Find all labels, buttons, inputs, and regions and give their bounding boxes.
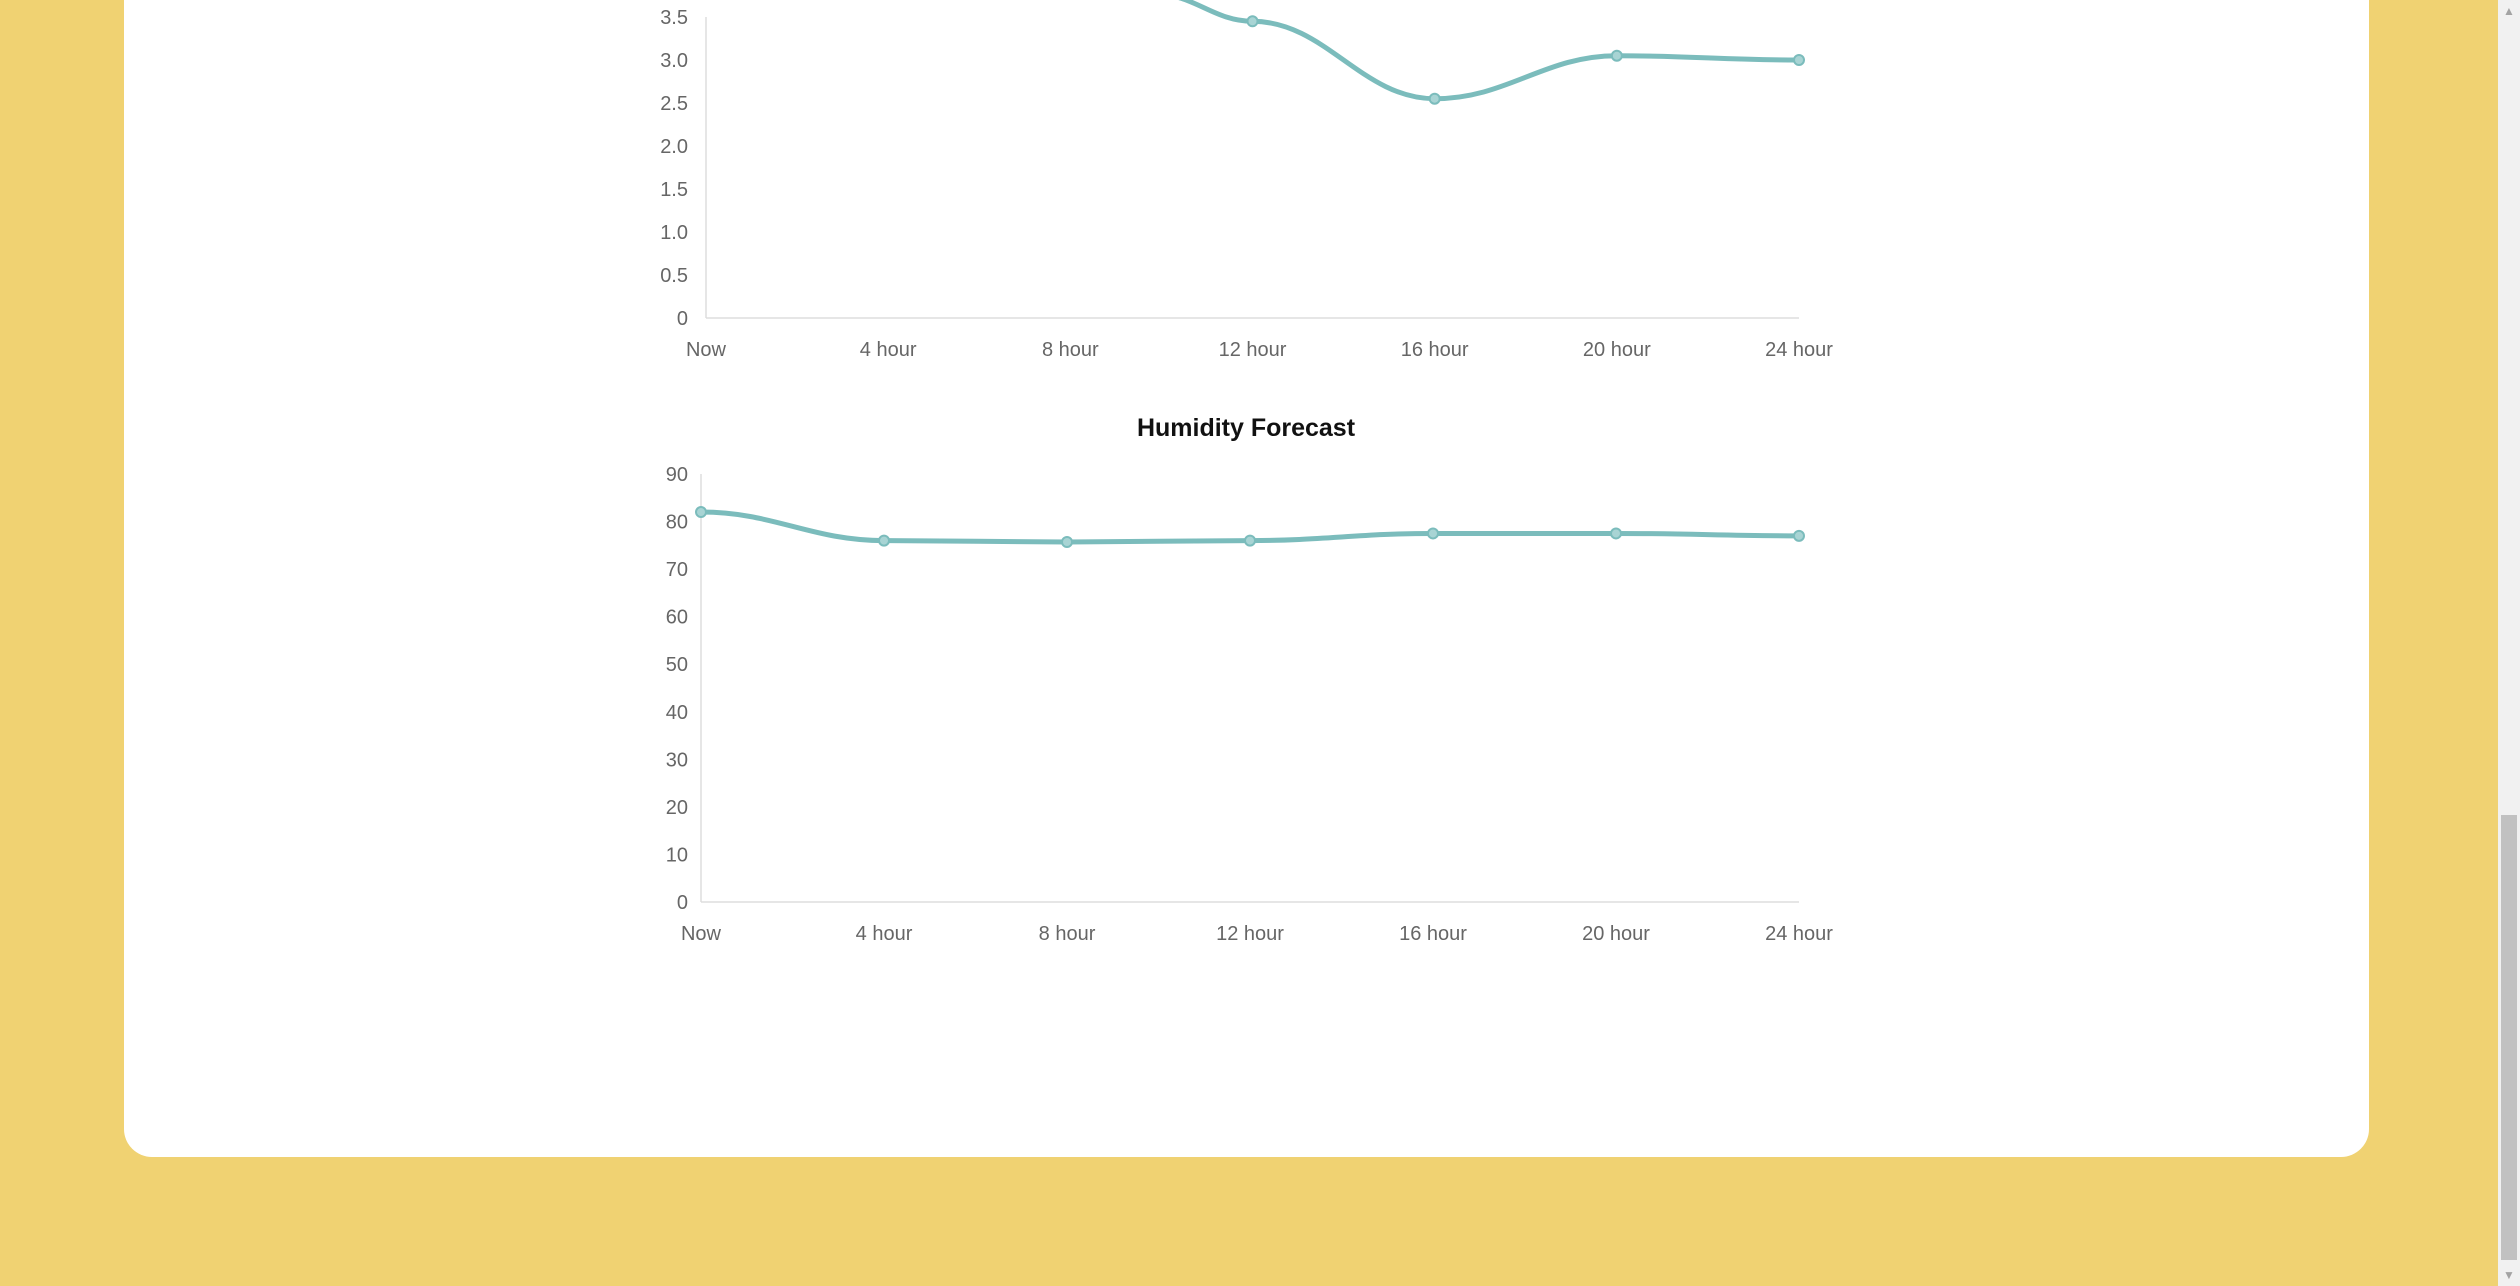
- data-point: [878, 534, 890, 547]
- y-tick-label: 70: [666, 559, 688, 581]
- x-tick-label: 20 hour: [1583, 339, 1651, 361]
- y-tick-label: 30: [666, 749, 688, 771]
- y-tick-label: 40: [666, 702, 688, 724]
- data-point: [1246, 15, 1259, 28]
- y-tick-label: 10: [666, 844, 688, 866]
- y-tick-label: 0: [677, 892, 688, 914]
- series-line: [1177, 0, 1800, 102]
- x-tick-label: Now: [681, 923, 722, 945]
- y-tick-label: 1.0: [660, 222, 688, 244]
- scroll-up-arrow-icon[interactable]: ▲: [2503, 4, 2515, 18]
- wind-forecast-chart: 0 0.5 1.0 1.5 2.0 2.5 3.0 3.5 Now 4 hour 8 hour 12 …: [660, 0, 1833, 361]
- y-tick-label: 0.5: [660, 265, 688, 287]
- chart-title: Humidity Forecast: [1137, 414, 1356, 442]
- y-tick-label: 3.0: [660, 50, 688, 72]
- y-tick-label: 2.0: [660, 136, 688, 158]
- y-tick-label: 80: [666, 512, 688, 534]
- scroll-thumb[interactable]: [2501, 815, 2517, 1260]
- data-point: [1244, 534, 1256, 547]
- y-tick-label: 60: [666, 607, 688, 629]
- x-tick-label: 4 hour: [860, 339, 917, 361]
- data-point: [1427, 527, 1439, 540]
- humidity-forecast-chart: Humidity Forecast 0 10 20 30 40 50 60 70 80 90 Now 4…: [666, 414, 1834, 945]
- scroll-down-arrow-icon[interactable]: ▼: [2503, 1268, 2515, 1282]
- x-tick-label: 8 hour: [1042, 339, 1099, 361]
- data-point: [695, 506, 707, 519]
- y-tick-label: 90: [666, 464, 688, 486]
- y-tick-label: 0: [677, 308, 688, 330]
- y-tick-label: 2.5: [660, 93, 688, 115]
- x-tick-label: 4 hour: [856, 923, 913, 945]
- x-tick-label: 12 hour: [1219, 339, 1287, 361]
- vertical-scrollbar[interactable]: ▲ ▼: [2498, 0, 2520, 1286]
- x-tick-label: Now: [686, 339, 727, 361]
- y-tick-label: 50: [666, 654, 688, 676]
- data-point: [1061, 536, 1073, 549]
- x-tick-label: 16 hour: [1401, 339, 1469, 361]
- x-tick-label: 8 hour: [1039, 923, 1096, 945]
- y-tick-label: 20: [666, 797, 688, 819]
- data-point: [1428, 92, 1441, 105]
- y-tick-label: 1.5: [660, 179, 688, 201]
- x-tick-label: 16 hour: [1399, 923, 1467, 945]
- content-card: [124, 0, 2369, 1157]
- y-tick-label: 3.5: [660, 7, 688, 29]
- x-tick-label: 20 hour: [1582, 923, 1650, 945]
- x-tick-label: 12 hour: [1216, 923, 1284, 945]
- x-tick-label: 24 hour: [1765, 923, 1833, 945]
- data-point: [1793, 54, 1805, 66]
- data-point: [1793, 529, 1805, 542]
- x-tick-label: 24 hour: [1765, 339, 1833, 361]
- data-point: [1610, 49, 1623, 62]
- data-point: [1610, 527, 1622, 540]
